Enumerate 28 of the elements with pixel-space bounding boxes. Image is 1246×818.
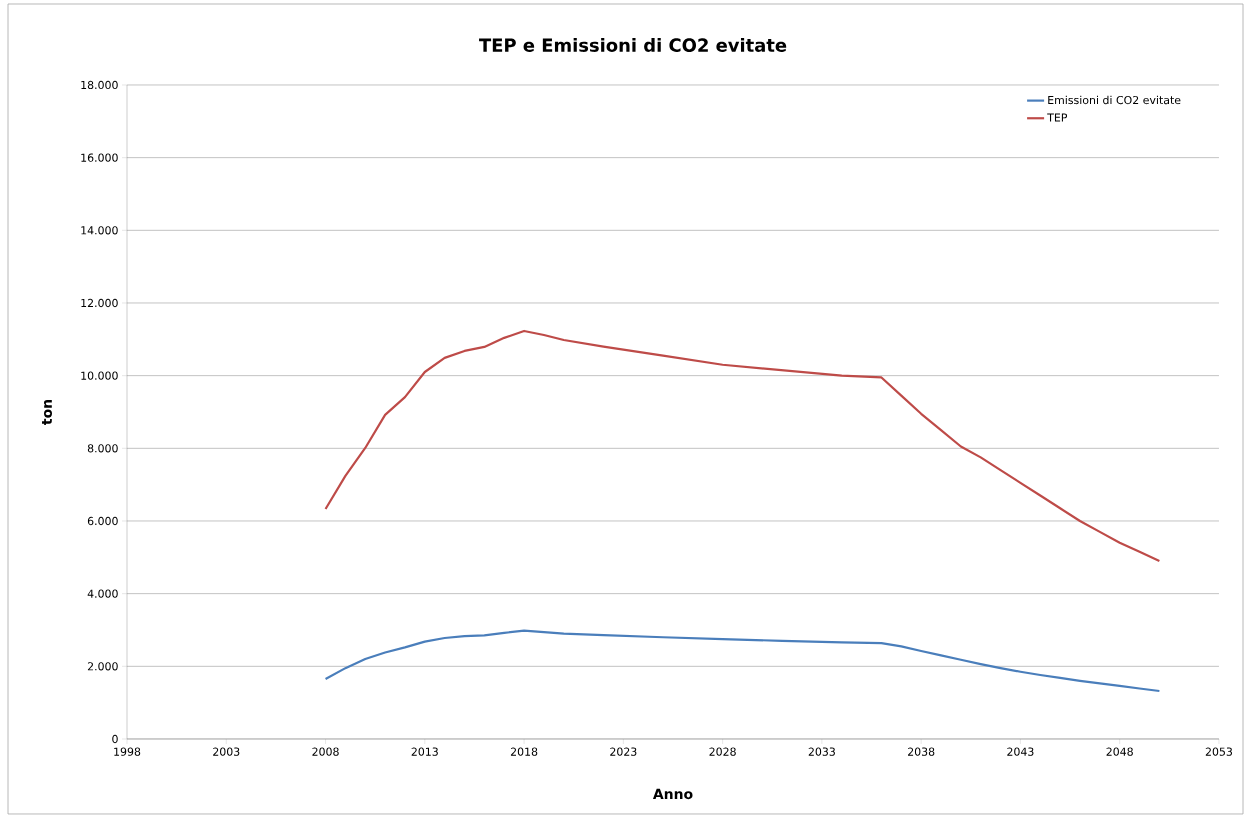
x-axis-title: Anno	[652, 788, 693, 800]
y-tick-label: 4.000	[87, 589, 118, 598]
chart-title: TEP e Emissioni di CO2 evitate	[479, 38, 787, 52]
y-tick-label: 16.000	[81, 153, 118, 162]
y-tick-label: 0	[112, 734, 118, 744]
x-tick-label: 2043	[1007, 747, 1034, 756]
x-tick-label: 2038	[908, 747, 935, 756]
legend-label: Emissioni di CO2 evitate	[1048, 95, 1181, 105]
y-tick-label: 10.000	[81, 371, 118, 380]
y-tick-label: 8.000	[87, 444, 118, 453]
line-series	[324, 629, 1161, 693]
x-tick-label: 2048	[1106, 747, 1133, 756]
x-tick-label: 2053	[1205, 747, 1233, 756]
x-tick-label: 2013	[411, 747, 438, 756]
x-tick-label: 1998	[114, 747, 141, 756]
y-axis-title: ton	[42, 399, 53, 425]
x-tick-label: 2003	[213, 747, 240, 756]
y-tick-label: 14.000	[81, 226, 118, 235]
y-tick-label: 12.000	[81, 298, 118, 308]
x-tick-label: 2023	[610, 747, 637, 756]
y-tick-label: 2.000	[87, 662, 118, 671]
x-tick-label: 2008	[312, 747, 339, 756]
legend-label: TEP	[1047, 113, 1068, 122]
x-tick-label: 2028	[709, 747, 736, 756]
x-tick-label: 2018	[510, 747, 538, 756]
y-tick-label: 18.000	[81, 80, 118, 90]
x-tick-label: 2033	[808, 747, 835, 756]
y-tick-label: 6.000	[87, 516, 118, 526]
